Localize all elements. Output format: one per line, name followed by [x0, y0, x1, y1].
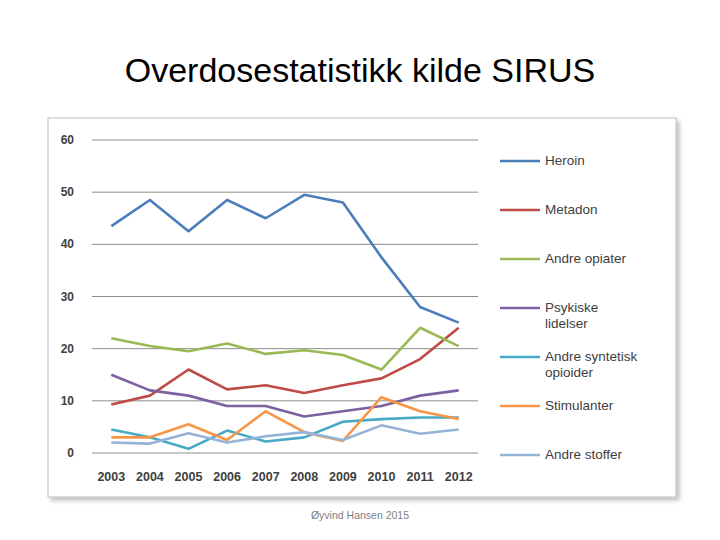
x-tick-label: 2011: [407, 470, 434, 484]
legend-swatch: [500, 454, 540, 457]
legend-label-line: Andre stoffer: [545, 447, 623, 462]
legend-label-line: Stimulanter: [545, 398, 614, 413]
grid-line: [92, 244, 478, 245]
footer: Øyvind Hansen 2015: [311, 509, 409, 521]
legend-label: Andre stoffer: [545, 447, 623, 462]
y-tick-label: 20: [61, 342, 75, 356]
grid-line: [92, 400, 478, 401]
legend-label-line: lidelser: [545, 316, 588, 331]
grid-line: [92, 192, 478, 193]
y-tick-label: 50: [61, 185, 75, 199]
x-tick-label: 2008: [290, 470, 318, 484]
legend-label: Andre syntetiskopioider: [545, 349, 638, 380]
series-line: [111, 195, 458, 323]
legend-label: Psykiskelidelser: [545, 300, 598, 331]
x-tick-label: 2003: [97, 470, 125, 484]
series-line: [111, 375, 458, 417]
y-tick-label: 30: [61, 290, 75, 304]
legend-swatch: [500, 307, 540, 310]
series-line: [111, 328, 458, 370]
legend-swatch: [500, 209, 540, 212]
series-line: [111, 425, 458, 443]
y-tick-label: 0: [67, 446, 74, 460]
y-tick-label: 10: [61, 394, 75, 408]
x-tick-label: 2006: [213, 470, 241, 484]
x-tick-label: 2007: [252, 470, 280, 484]
legend-swatch: [500, 258, 540, 261]
y-tick-label: 40: [61, 237, 75, 251]
grid-line: [92, 348, 478, 349]
legend-label-line: Andre syntetisk: [545, 349, 638, 364]
legend-label: Metadon: [545, 202, 598, 217]
grid-line: [92, 453, 478, 454]
grid-line: [92, 296, 478, 297]
series-group: [111, 195, 458, 449]
legend-swatch: [500, 405, 540, 408]
slide-title: Overdosestatistikk kilde SIRUS: [125, 51, 596, 89]
legend-swatch: [500, 356, 540, 359]
legend-label-line: Heroin: [545, 153, 585, 168]
legend-label: Stimulanter: [545, 398, 614, 413]
legend-label-line: Psykiske: [545, 300, 598, 315]
legend-swatch: [500, 160, 540, 163]
legend-label: Heroin: [545, 153, 585, 168]
y-tick-label: 60: [61, 133, 75, 147]
legend-label-line: opioider: [545, 365, 594, 380]
x-tick-label: 2010: [368, 470, 396, 484]
x-tick-label: 2012: [445, 470, 473, 484]
slide: Overdosestatistikk kilde SIRUS 0 10 20 30 40 5…: [0, 0, 720, 540]
legend-label-line: Andre opiater: [545, 251, 627, 266]
legend-label: Andre opiater: [545, 251, 627, 266]
x-tick-label: 2009: [329, 470, 357, 484]
x-tick-label: 2004: [136, 470, 164, 484]
chart-frame: [48, 118, 676, 497]
x-tick-label: 2005: [175, 470, 203, 484]
grid-line: [92, 140, 478, 141]
legend-label-line: Metadon: [545, 202, 598, 217]
